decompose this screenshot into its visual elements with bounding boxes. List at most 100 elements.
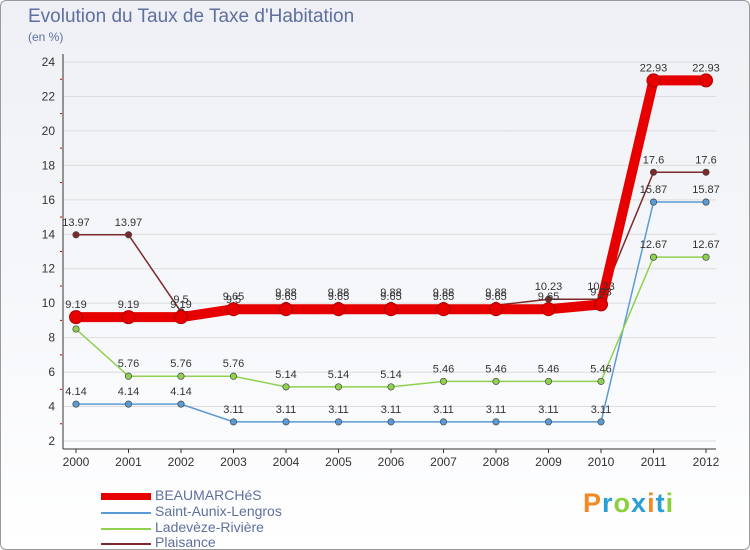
data-label: 9.5 <box>173 294 188 306</box>
data-point <box>282 418 290 426</box>
x-tick-label: 2009 <box>535 455 562 469</box>
data-label: 10.23 <box>535 281 563 293</box>
data-point <box>72 325 80 333</box>
y-tick-label: 4 <box>48 400 55 414</box>
data-label: 3.11 <box>486 404 507 416</box>
data-point <box>331 302 346 317</box>
x-tick-label: 2011 <box>641 455 667 469</box>
data-point <box>69 310 83 325</box>
y-tick-label: 22 <box>42 89 56 103</box>
data-label: 13.97 <box>62 217 90 229</box>
y-tick-label: 18 <box>42 158 56 172</box>
data-point <box>702 198 710 206</box>
data-label: 3.11 <box>328 404 349 416</box>
data-point <box>646 73 661 88</box>
data-point <box>124 372 133 380</box>
logo-letter: x <box>631 488 648 518</box>
x-tick-label: 2004 <box>273 455 300 469</box>
data-label: 9.65 <box>275 291 296 303</box>
data-label: 9.65 <box>485 291 506 303</box>
legend-label: Saint-Aunix-Lengros <box>155 503 282 519</box>
data-point <box>177 400 185 408</box>
logo-letter: t <box>655 488 666 518</box>
y-tick-label: 2 <box>48 434 55 448</box>
data-label: 13.97 <box>115 217 143 229</box>
data-label: 5.14 <box>380 369 401 381</box>
legend-swatch <box>101 512 151 514</box>
y-tick-label: 16 <box>42 193 56 207</box>
x-tick-label: 2002 <box>168 455 195 469</box>
data-label: 10.23 <box>587 281 615 293</box>
data-label: 9.88 <box>380 287 401 299</box>
data-label: 22.93 <box>640 62 668 74</box>
x-tick-label: 2008 <box>483 455 510 469</box>
data-point <box>649 198 658 206</box>
data-point <box>72 231 80 239</box>
x-tick-label: 2001 <box>115 455 142 469</box>
y-tick-label: 20 <box>42 124 56 138</box>
logo-letter: P <box>583 488 603 518</box>
y-tick-label: 14 <box>42 227 56 241</box>
data-point <box>282 383 290 391</box>
data-label: 4.14 <box>170 386 191 398</box>
data-label: 5.14 <box>328 369 349 381</box>
logo-letter: i <box>647 488 656 518</box>
data-point <box>387 383 395 391</box>
series-points <box>69 73 713 426</box>
data-point <box>436 302 451 317</box>
x-tick-label: 2003 <box>220 455 247 469</box>
y-tick-label: 12 <box>42 262 56 276</box>
data-label: 3.11 <box>276 404 297 416</box>
data-point <box>121 310 136 325</box>
data-point <box>334 418 343 426</box>
data-point <box>229 372 238 380</box>
data-point <box>544 377 553 385</box>
data-point <box>279 302 293 317</box>
data-label: 17.6 <box>643 154 664 166</box>
x-tick-label: 2007 <box>430 455 457 469</box>
data-label: 5.46 <box>590 363 611 375</box>
data-point <box>541 302 556 317</box>
x-tick-label: 2010 <box>588 455 615 469</box>
data-label: 3.11 <box>538 404 559 416</box>
grid <box>63 61 716 442</box>
data-point <box>439 418 448 426</box>
data-label: 9.65 <box>433 291 454 303</box>
data-label: 5.14 <box>275 369 296 381</box>
data-label: 3.11 <box>591 404 612 416</box>
y-tick-label: 10 <box>42 296 56 310</box>
data-point <box>597 377 605 385</box>
data-label: 5.76 <box>223 358 244 370</box>
data-label: 3.11 <box>433 404 454 416</box>
data-point <box>439 377 448 385</box>
data-label: 5.46 <box>433 363 454 375</box>
y-tick-label: 6 <box>48 365 55 379</box>
data-label: 15.87 <box>640 184 668 196</box>
chart-title: Evolution du Taux de Taxe d'Habitation <box>28 6 355 27</box>
logo-letter: i <box>665 488 675 518</box>
data-label: 9.65 <box>328 291 349 303</box>
y-tick-label: 8 <box>48 331 55 345</box>
data-point <box>544 418 553 426</box>
logo-letter: r <box>602 488 614 518</box>
data-label: 9.65 <box>380 291 401 303</box>
data-label: 22.93 <box>692 62 720 74</box>
x-tick-label: 2006 <box>378 455 405 469</box>
data-label: 5.76 <box>170 358 191 370</box>
data-point <box>124 231 133 239</box>
data-label: 4.14 <box>65 386 86 398</box>
data-point <box>489 302 503 317</box>
data-point <box>597 418 605 426</box>
data-label: 9.65 <box>223 291 244 303</box>
data-label: 9.88 <box>328 287 349 299</box>
data-labels: 9.19 9.19 9.19 9.65 9.65 9.65 9.65 9.65 9.65 9.65… <box>62 62 720 415</box>
data-label: 4.14 <box>118 386 139 398</box>
data-label: 3.11 <box>381 404 402 416</box>
logo-letter: o <box>613 488 632 518</box>
data-point <box>124 400 133 408</box>
data-label: 9.88 <box>485 287 506 299</box>
legend-label: BEAUMARCHéS <box>155 487 262 503</box>
data-label: 5.76 <box>118 358 139 370</box>
